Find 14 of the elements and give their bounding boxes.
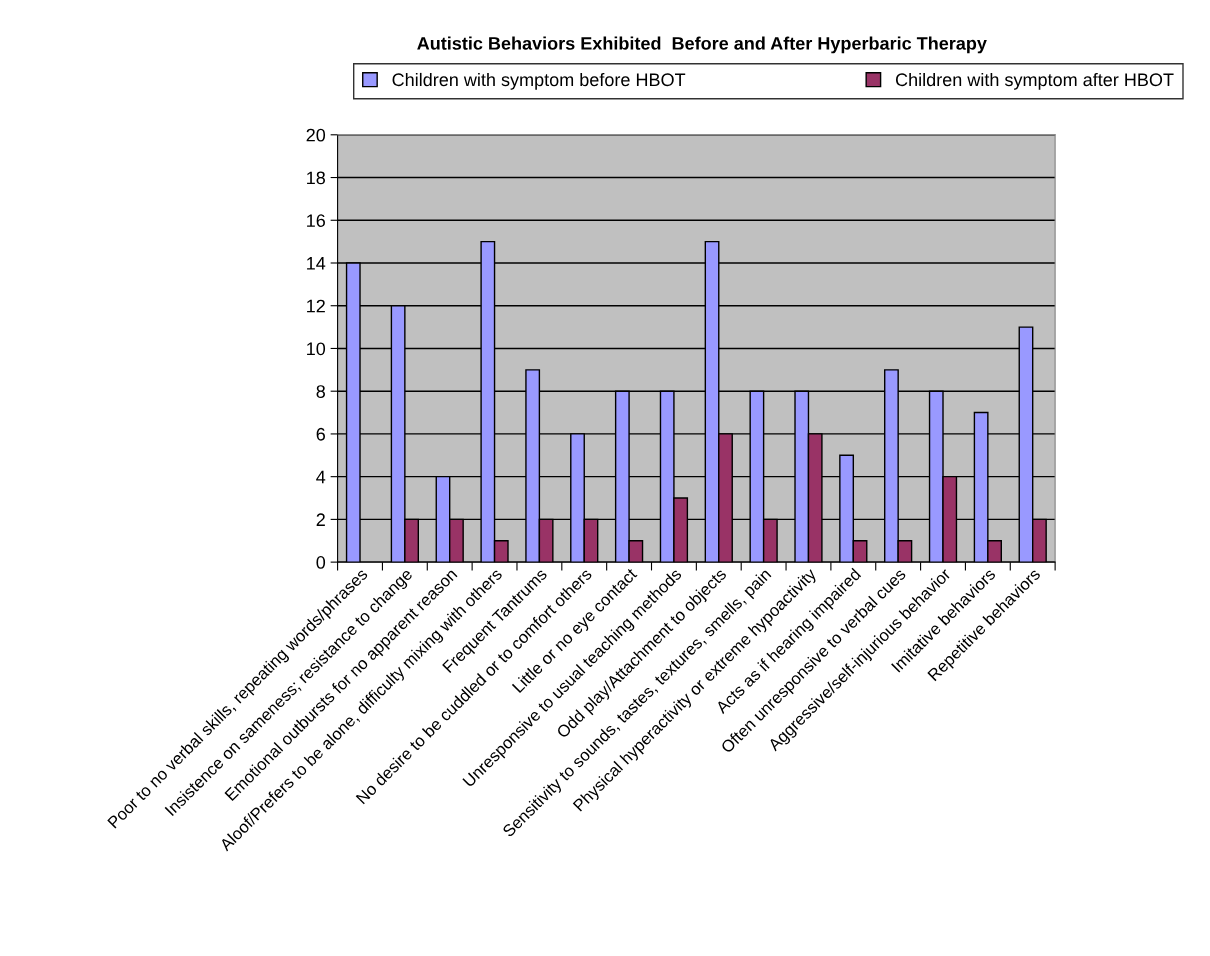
y-tick-label: 4: [316, 470, 326, 484]
y-tick-label: 20: [306, 128, 326, 142]
y-tick-label: 18: [307, 171, 325, 185]
y-tick-label: 6: [316, 427, 325, 441]
y-tick-label: 2: [316, 513, 325, 526]
y-tick-label: 0: [316, 556, 326, 569]
y-tick-label: 14: [307, 257, 326, 270]
chart-title: Autistic Behaviors Exhibited Before and After Hyperbaric Therapy: [417, 36, 987, 54]
y-tick-label: 16: [307, 214, 325, 227]
y-tick-label: 10: [307, 342, 326, 356]
legend-label: Children with symptom before HBOT: [392, 72, 686, 90]
legend-label: Children with symptom after HBOT: [895, 72, 1174, 90]
y-tick-label: 8: [316, 385, 325, 398]
y-tick-label: 12: [307, 299, 325, 313]
